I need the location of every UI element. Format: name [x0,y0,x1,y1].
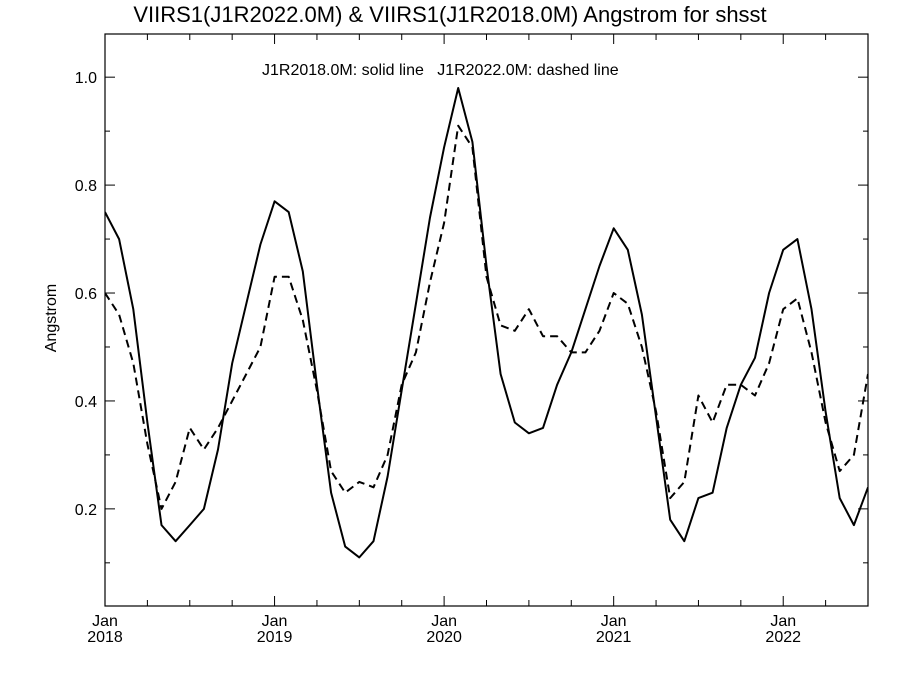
y-axis: 0.2 0.4 0.6 0.8 1.0 [75,70,868,564]
legend-text: J1R2018.0M: solid line J1R2022.0M: dashe… [262,62,619,79]
y-tick-label: 0.4 [75,394,97,411]
series-line-j1r2018-0m [105,87,868,559]
x-tick-label-month: Jan [92,613,118,630]
plot-frame [104,33,869,607]
x-tick-label-year: 2021 [596,629,632,646]
x-tick-label-year: 2022 [765,629,801,646]
series-lines [105,87,868,559]
x-tick-label-year: 2018 [87,629,123,646]
chart-title: VIIRS1(J1R2022.0M) & VIIRS1(J1R2018.0M) … [133,2,767,27]
x-tick-label-month: Jan [431,613,457,630]
y-tick-label: 0.6 [75,286,97,303]
y-tick-label: 0.8 [75,178,97,195]
x-tick-label-month: Jan [601,613,627,630]
x-tick-label-month: Jan [262,613,288,630]
x-tick-label-month: Jan [770,613,796,630]
y-axis-label: Angstrom [43,283,60,353]
series-line-j1r2022-0m [105,124,868,510]
y-tick-label: 0.2 [75,502,97,519]
x-tick-label-year: 2020 [426,629,462,646]
y-tick-label: 1.0 [75,70,97,87]
x-tick-label-year: 2019 [257,629,293,646]
